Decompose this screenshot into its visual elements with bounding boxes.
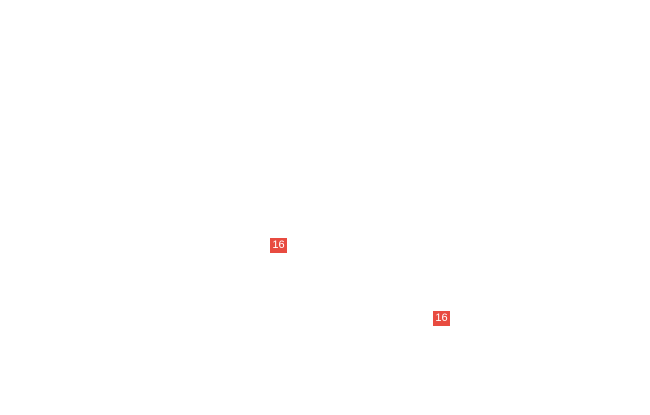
- part-callout-16-a[interactable]: 16: [270, 238, 287, 253]
- part-callout-16-b[interactable]: 16: [433, 311, 450, 326]
